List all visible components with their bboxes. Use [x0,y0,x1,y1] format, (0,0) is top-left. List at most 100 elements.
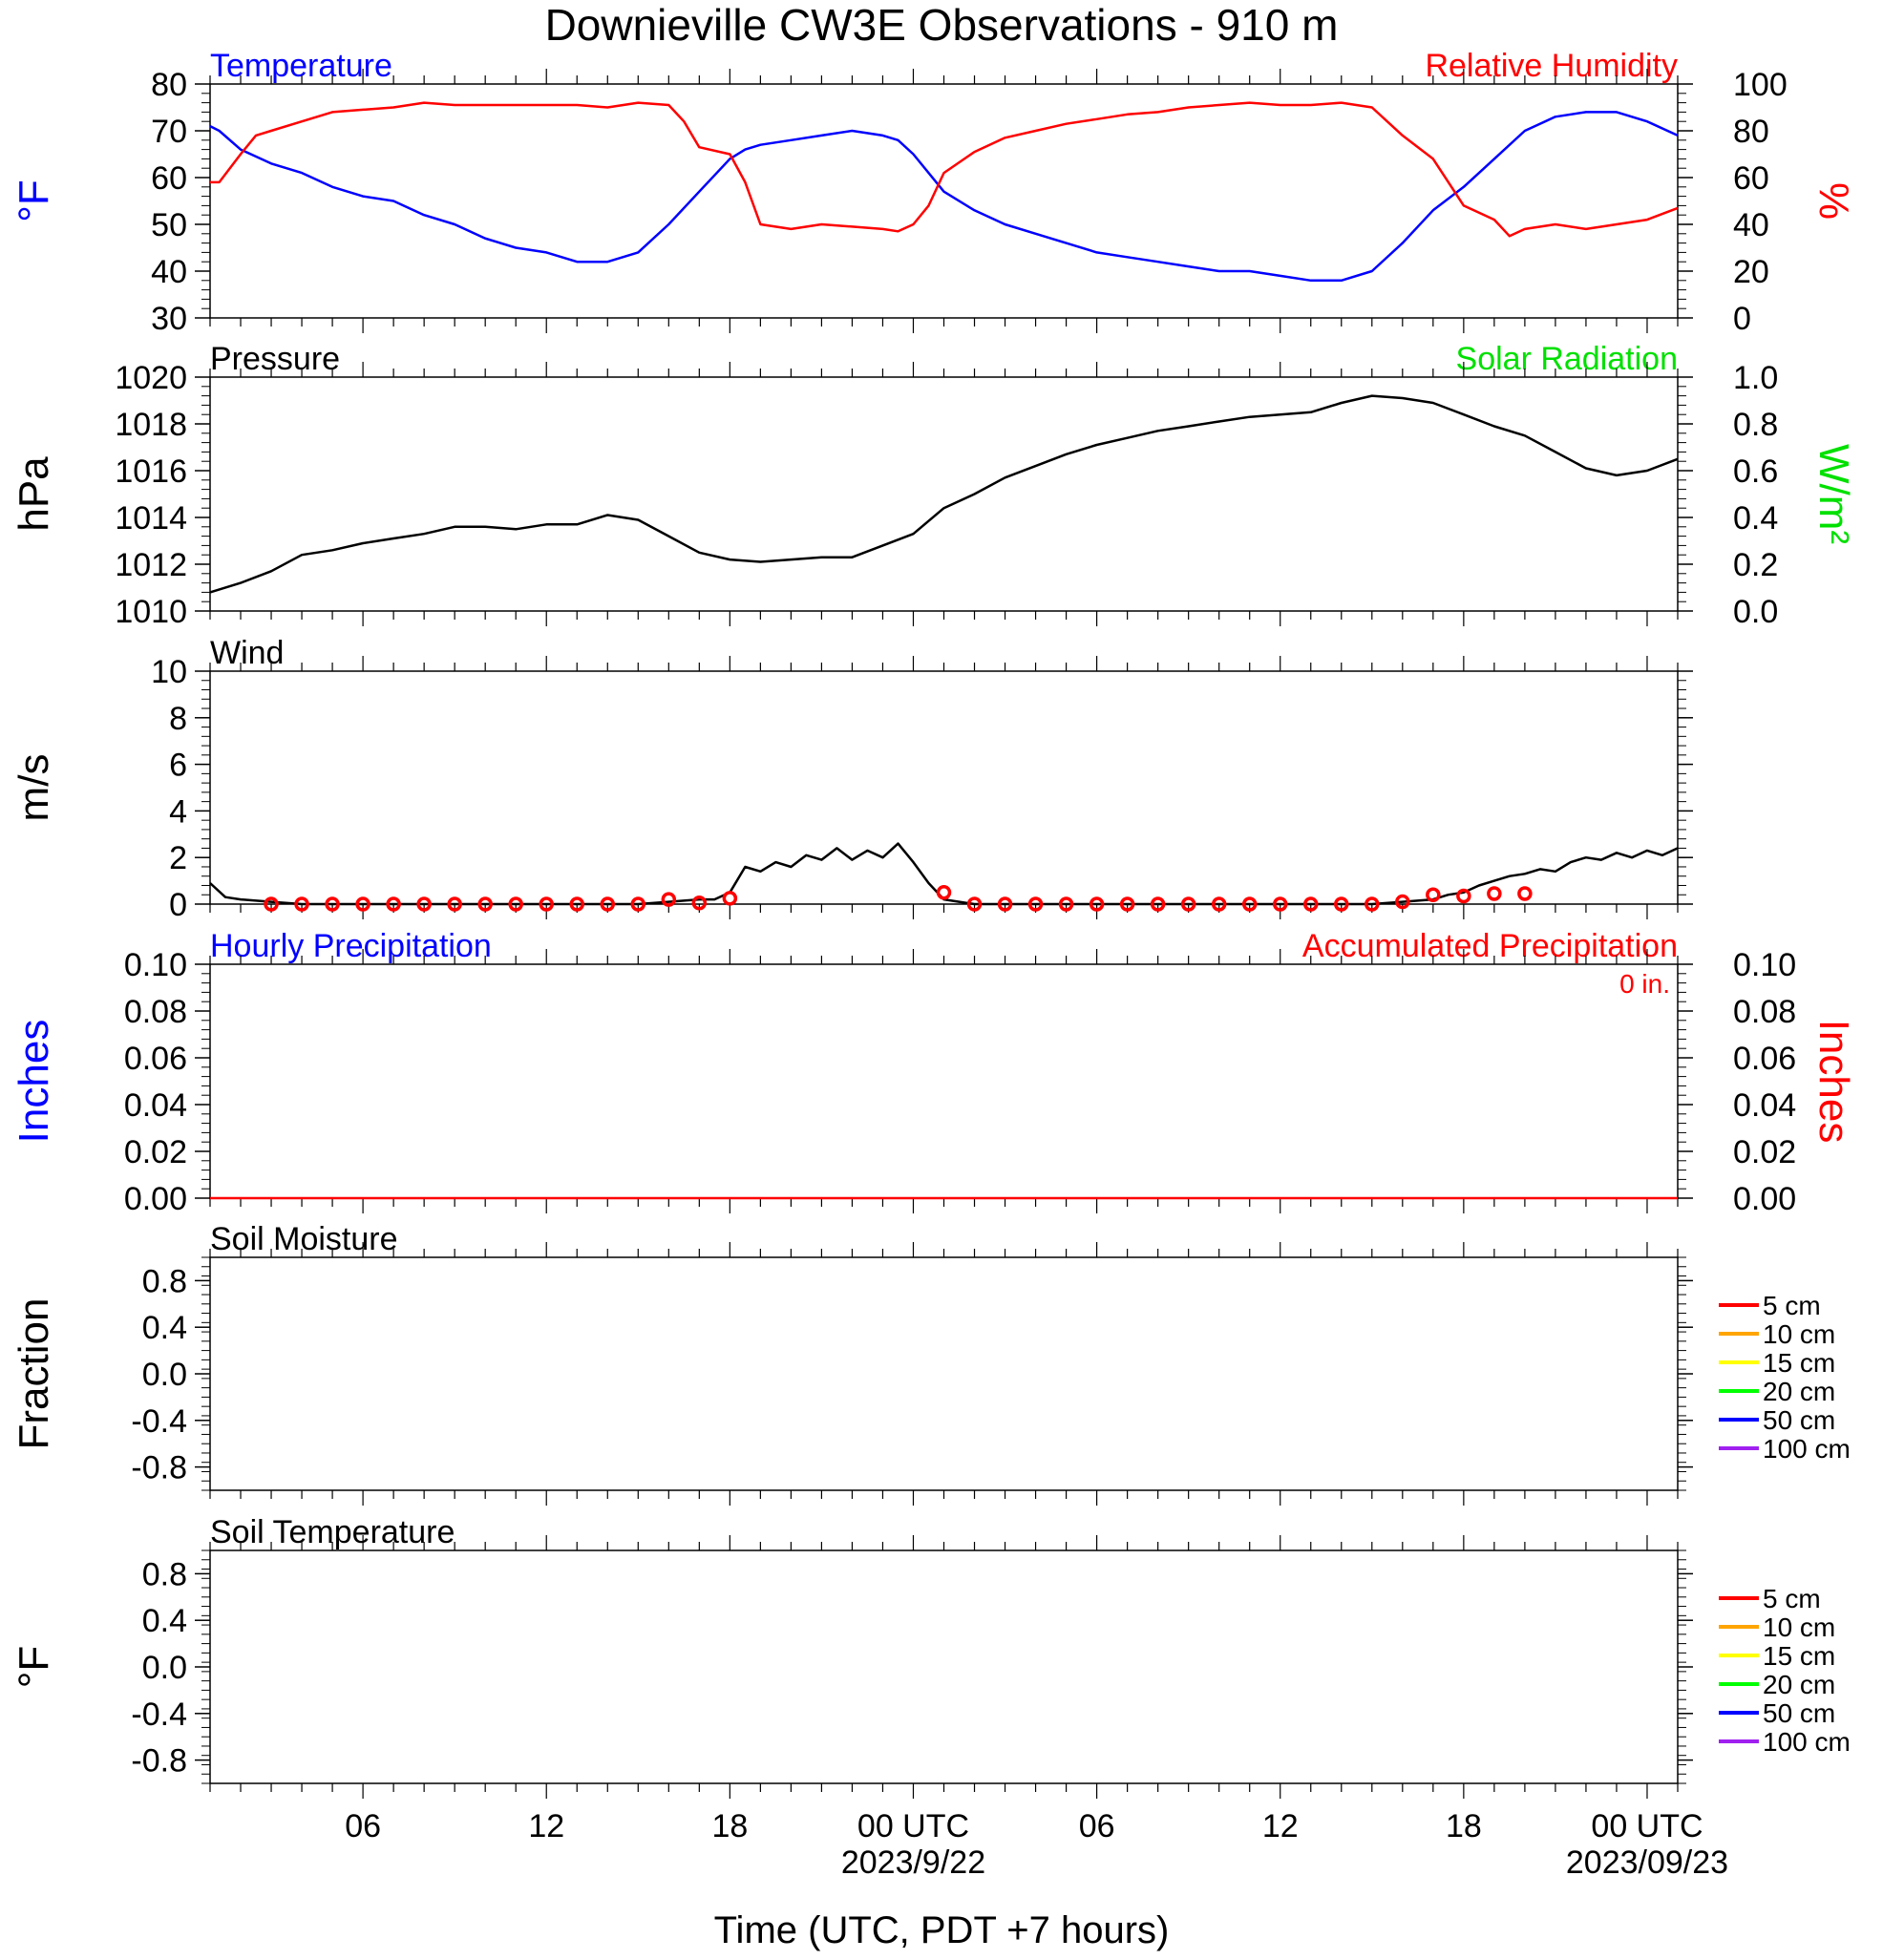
wind-marker [294,896,309,912]
wind-marker [1089,896,1105,912]
y-tick-label-left: 40 [151,254,187,290]
plot-frame [209,1256,1679,1491]
y-tick-label-left: 30 [151,301,187,337]
y-tick-label-left: 6 [169,748,187,784]
y-tick-label-right: 0.0 [1733,594,1778,630]
y-axis-label-left: Fraction [11,1298,57,1450]
y-tick-label-right: 0.8 [1733,407,1778,443]
y-tick-label-left: -0.4 [131,1697,187,1733]
legend-label: 20 cm [1763,1377,1835,1406]
panel-title-left: Wind [210,635,284,671]
y-tick-label-right: 0.10 [1733,947,1796,983]
y-tick-label-left: 2 [169,840,187,876]
y-axis-label-left: Inches [11,1020,57,1144]
series-relative-humidity [210,101,1679,238]
wind-marker [325,896,340,912]
x-tick-label: 12 [528,1808,564,1844]
panel-soil_moisture: Soil Moisture -0.8 -0.4 0.0 0.4 0.8 Fraction 5 … [11,1221,1851,1506]
y-tick-label-left: -0.8 [131,1450,187,1486]
wind-marker [1180,896,1196,912]
y-tick-label-left: 0.00 [124,1181,187,1217]
y-tick-label-left: 0.06 [124,1041,187,1077]
x-tick-label: 00 UTC [857,1808,969,1844]
y-tick-label-left: 80 [151,67,187,103]
chart-title: Downieville CW3E Observations - 910 m [545,0,1339,50]
y-tick-label-right: 0.6 [1733,453,1778,490]
wind-marker [1027,896,1044,912]
y-axis-label-left: hPa [11,456,57,532]
wind-marker [1303,896,1319,912]
y-tick-label-left: 70 [151,114,187,150]
y-tick-label-left: 1018 [115,407,187,443]
panel-title-left: Temperature [210,48,392,84]
y-tick-label-left: 0.0 [142,1357,187,1393]
precip-total-annotation: 0 in. [1619,969,1670,999]
y-tick-label-right: 0.04 [1733,1087,1796,1124]
wind-marker [1365,896,1380,912]
wind-marker [1241,896,1258,912]
plot-frame [209,83,1679,319]
legend-label: 5 cm [1763,1291,1821,1320]
wind-marker [386,896,401,912]
y-axis-label-left: m/s [11,754,57,822]
legend-label: 10 cm [1763,1319,1835,1349]
x-tick-label: 06 [1079,1808,1115,1844]
y-tick-label-left: -0.8 [131,1743,187,1780]
panel-wind: Wind 0 2 4 6 8 10 m/s [11,635,1693,923]
y-tick-label-left: 1020 [115,360,187,396]
wind-marker [539,896,554,912]
wind-marker [569,896,584,912]
y-tick-label-right: 0 [1733,301,1751,337]
y-tick-label-right: 80 [1733,114,1769,150]
y-axis-label-left: °F [11,179,57,221]
wind-marker [447,896,462,912]
y-tick-label-left: 0.02 [124,1134,187,1170]
y-tick-label-right: 100 [1733,67,1788,103]
y-tick-label-right: 0.08 [1733,994,1796,1030]
x-axis-label: Time (UTC, PDT +7 hours) [714,1909,1170,1951]
y-tick-label-right: 60 [1733,160,1769,197]
wind-marker [416,896,432,912]
panel-temperature_rh: Temperature Relative Humidity 30 40 50 60 70 80… [11,48,1857,337]
panel-title-left: Pressure [210,341,340,377]
legend-label: 100 cm [1763,1434,1851,1464]
panel-soil_temperature: Soil Temperature-0.8-0.40.00.40.8°F5 cm1… [11,1514,1851,1799]
series-pressure [209,394,1679,594]
x-tick-label: 12 [1262,1808,1299,1844]
x-tick-label: 00 UTC [1591,1808,1703,1844]
y-tick-label-left: 1012 [115,547,187,583]
y-axis-label-right: % [1810,182,1857,220]
y-tick-label-left: 0.8 [142,1263,187,1299]
y-axis-label-left: °F [11,1646,57,1688]
panel-precipitation: Hourly Precipitation Accumulated Precipit… [11,928,1857,1217]
legend-label: 50 cm [1763,1405,1835,1435]
panel-title-right: Accumulated Precipitation [1302,928,1678,964]
wind-marker [1058,896,1074,912]
y-tick-label-left: -0.4 [131,1403,187,1440]
wind-marker [600,896,616,912]
panel-pressure: Pressure Solar Radiation 1010 1012 1014 1016 1… [11,341,1857,630]
wind-marker [1211,896,1227,912]
wind-marker [936,885,952,900]
panel-title-right: Solar Radiation [1456,341,1678,377]
wind-marker [1150,896,1166,912]
wind-marker [1426,887,1441,902]
y-tick-label-left: 4 [169,793,187,830]
y-tick-label-left: 0.08 [124,994,187,1030]
y-tick-label-left: 1016 [115,453,187,490]
wind-marker [1517,886,1533,901]
panel-title-left: Soil Moisture [210,1221,398,1257]
y-tick-label-right: 0.00 [1733,1181,1796,1217]
wind-marker [1487,886,1502,901]
y-tick-label-right: 0.2 [1733,547,1778,583]
y-tick-label-left: 0 [169,887,187,923]
legend-label: 50 cm [1763,1698,1835,1728]
wind-marker [1334,896,1349,912]
y-tick-label-right: 0.06 [1733,1041,1796,1077]
y-tick-label-left: 10 [151,654,187,690]
panel-title-right: Relative Humidity [1425,48,1678,84]
wind-marker [264,896,279,912]
y-tick-label-left: 60 [151,160,187,197]
y-tick-label-left: 1014 [115,500,187,537]
